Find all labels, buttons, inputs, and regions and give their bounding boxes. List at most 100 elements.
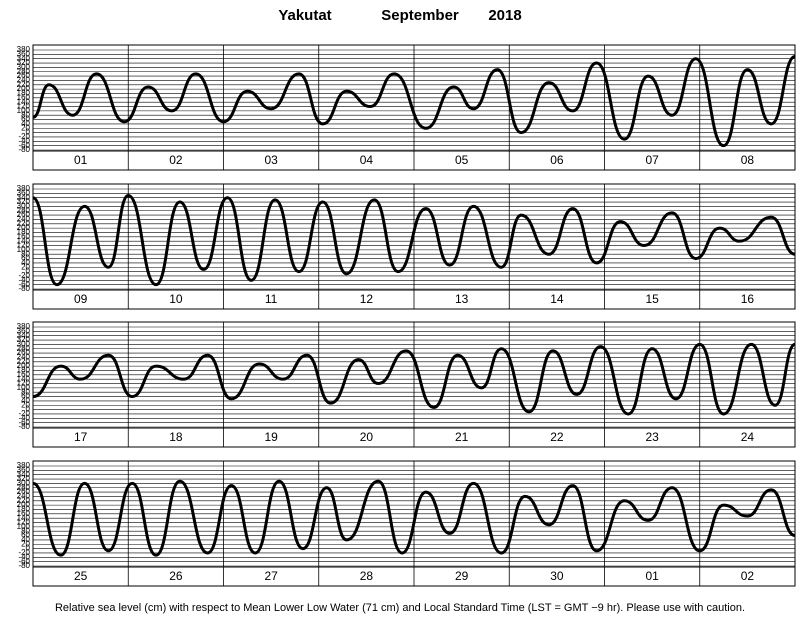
y-tick-label: 80 [21, 526, 30, 535]
y-tick-label: -60 [18, 557, 30, 566]
y-tick-label: 20 [21, 400, 30, 409]
y-tick-label: 240 [17, 76, 31, 85]
y-tick-label: 260 [17, 71, 31, 80]
y-tick-label: 100 [17, 383, 31, 392]
y-tick-label: 80 [21, 249, 30, 258]
y-tick-label: 60 [21, 531, 30, 540]
y-tick-label: -80 [18, 284, 30, 293]
y-tick-label: 120 [17, 241, 31, 250]
y-tick-label: -20 [18, 271, 30, 280]
y-tick-label: 20 [21, 262, 30, 271]
y-tick-label: -20 [18, 548, 30, 557]
month-title: September [381, 7, 459, 24]
y-tick-label: 380 [17, 45, 31, 54]
day-label: 15 [645, 292, 659, 306]
day-label: 20 [360, 430, 374, 444]
y-tick-label: 220 [17, 219, 31, 228]
day-label: 01 [645, 569, 659, 583]
y-tick-label: 120 [17, 102, 31, 111]
y-tick-label: 340 [17, 54, 31, 63]
y-tick-label: 100 [17, 522, 31, 531]
y-tick-label: -40 [18, 136, 30, 145]
y-tick-label: -80 [18, 561, 30, 570]
y-tick-label: 200 [17, 84, 31, 93]
year-title: 2018 [488, 7, 521, 24]
y-tick-label: 200 [17, 223, 31, 232]
day-label: 21 [455, 430, 469, 444]
y-tick-label: 160 [17, 93, 31, 102]
y-tick-label: 280 [17, 344, 31, 353]
day-label: 28 [360, 569, 374, 583]
y-tick-label: 280 [17, 67, 31, 76]
y-tick-label: 360 [17, 49, 31, 58]
day-label: 04 [360, 153, 374, 167]
y-tick-label: 240 [17, 215, 31, 224]
y-tick-label: 160 [17, 509, 31, 518]
y-tick-label: 320 [17, 58, 31, 67]
y-tick-label: -20 [18, 132, 30, 141]
y-tick-label: 220 [17, 496, 31, 505]
y-tick-label: 360 [17, 465, 31, 474]
y-tick-label: -60 [18, 141, 30, 150]
day-label: 09 [74, 292, 88, 306]
y-tick-label: 300 [17, 63, 31, 72]
y-tick-label: 200 [17, 361, 31, 370]
y-tick-label: 120 [17, 379, 31, 388]
y-tick-label: 220 [17, 80, 31, 89]
day-label: 11 [265, 292, 278, 306]
day-label: 26 [169, 569, 183, 583]
day-label: 02 [169, 153, 183, 167]
y-tick-label: 220 [17, 357, 31, 366]
y-tick-label: 120 [17, 518, 31, 527]
tide-curve [32, 479, 796, 557]
day-label: 12 [360, 292, 374, 306]
day-label: 01 [74, 153, 88, 167]
y-tick-label: 280 [17, 483, 31, 492]
y-tick-label: 20 [21, 123, 30, 132]
y-tick-label: 340 [17, 470, 31, 479]
day-label: 13 [455, 292, 469, 306]
y-tick-label: 360 [17, 188, 31, 197]
tide-curve [32, 342, 796, 416]
day-label: 08 [741, 153, 755, 167]
day-label: 25 [74, 569, 88, 583]
y-tick-label: 180 [17, 228, 31, 237]
tide-curve [32, 194, 796, 287]
y-tick-label: 340 [17, 331, 31, 340]
y-tick-label: 160 [17, 370, 31, 379]
day-label: 07 [645, 153, 659, 167]
y-tick-label: 280 [17, 206, 31, 215]
y-tick-label: 260 [17, 487, 31, 496]
y-tick-label: 40 [21, 258, 30, 267]
day-label: 18 [169, 430, 183, 444]
day-label: 05 [455, 153, 469, 167]
y-tick-label: 100 [17, 106, 31, 115]
y-tick-label: 300 [17, 340, 31, 349]
y-tick-label: -20 [18, 409, 30, 418]
day-label: 02 [741, 569, 755, 583]
y-tick-label: 0 [26, 267, 31, 276]
day-label: 24 [741, 430, 755, 444]
y-tick-label: 160 [17, 232, 31, 241]
y-tick-label: 240 [17, 492, 31, 501]
y-tick-label: -40 [18, 275, 30, 284]
y-tick-label: 300 [17, 202, 31, 211]
y-tick-label: 140 [17, 513, 31, 522]
day-label: 22 [550, 430, 564, 444]
y-tick-label: 180 [17, 89, 31, 98]
y-tick-label: 380 [17, 461, 31, 470]
y-tick-label: 300 [17, 479, 31, 488]
y-tick-label: 180 [17, 505, 31, 514]
y-tick-label: -40 [18, 552, 30, 561]
y-tick-label: 0 [26, 405, 31, 414]
y-tick-label: -60 [18, 418, 30, 427]
y-tick-label: 320 [17, 197, 31, 206]
station-title: Yakutat [278, 7, 331, 24]
day-label: 27 [264, 569, 278, 583]
y-tick-label: -80 [18, 145, 30, 154]
day-label: 29 [455, 569, 469, 583]
y-tick-label: 360 [17, 326, 31, 335]
y-tick-label: 340 [17, 193, 31, 202]
y-tick-label: 240 [17, 353, 31, 362]
